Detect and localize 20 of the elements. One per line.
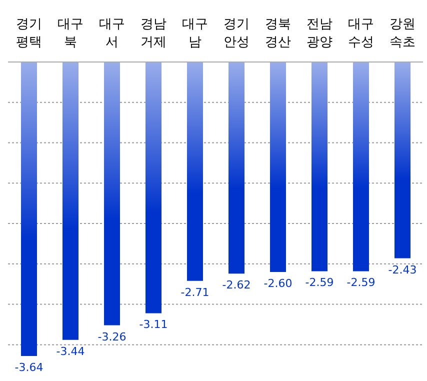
x-tick-label: 경기 평택 — [16, 17, 42, 50]
data-label: -2.60 — [264, 277, 292, 290]
x-tick-label: 대구 서 — [98, 17, 125, 50]
data-label: -2.71 — [180, 286, 210, 299]
data-label: -2.43 — [388, 263, 417, 276]
x-tick-label: 대구 수성 — [348, 17, 374, 50]
x-tick-label: 전남 광양 — [306, 17, 332, 50]
x-tick-label: 경기 안성 — [223, 17, 250, 50]
data-label: -2.59 — [305, 276, 334, 290]
data-label: -3.64 — [14, 361, 44, 374]
x-tick-label: 강원 속초 — [389, 17, 416, 50]
x-tick-label: 경남 거제 — [140, 17, 166, 50]
x-tick-label: 대구 북 — [57, 17, 84, 50]
data-label: -3.11 — [139, 318, 168, 332]
data-label: -3.26 — [98, 330, 126, 344]
x-tick-label: 경북 경산 — [264, 17, 291, 50]
data-label: -2.62 — [222, 278, 251, 292]
x-tick-label: 대구 남 — [182, 17, 208, 50]
data-label: -3.44 — [56, 344, 85, 358]
data-label: -2.59 — [346, 276, 376, 290]
